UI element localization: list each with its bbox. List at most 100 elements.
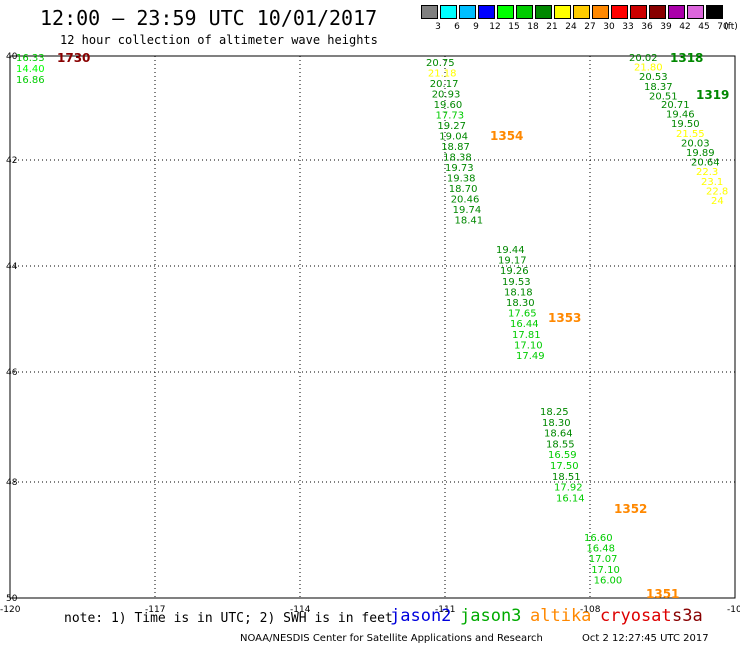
- x-tick-label: -120: [0, 605, 21, 615]
- swh-value-label: 17.07: [589, 554, 618, 565]
- swh-value-label: 18.18: [504, 287, 533, 298]
- legend-label: 9: [473, 22, 479, 32]
- map-subtitle: 12 hour collection of altimeter wave hei…: [60, 33, 378, 47]
- swh-value-label: 19.53: [502, 277, 531, 288]
- legend-label: 45: [698, 22, 710, 32]
- swh-value-label: 20.71: [661, 100, 690, 111]
- swh-value-label: 19.04: [439, 132, 468, 143]
- pass-time-label: 1354: [490, 129, 523, 143]
- swh-value-label: 18.41: [455, 216, 484, 227]
- mission-altika: altika: [530, 606, 592, 626]
- legend-swatch: [478, 5, 495, 19]
- legend-unit: (ft): [724, 22, 738, 32]
- legend-label: 24: [565, 22, 577, 32]
- swh-value-label: 19.74: [453, 205, 482, 216]
- legend-swatch: [687, 5, 704, 19]
- swh-value-label: 16.33: [16, 53, 45, 64]
- swh-value-label: 20.46: [451, 195, 480, 206]
- swh-value-label: 21.80: [634, 63, 663, 74]
- swh-value-label: 18.30: [542, 418, 571, 429]
- map-title: 12:00 — 23:59 UTC 10/01/2017: [40, 6, 378, 30]
- swh-value-label: 17.49: [516, 351, 545, 362]
- legend-swatch: [649, 5, 666, 19]
- swh-value-label: 19.60: [434, 100, 463, 111]
- swh-value-label: 19.46: [666, 110, 695, 121]
- swh-value-label: 18.38: [443, 153, 472, 164]
- swh-value-label: 21.18: [428, 69, 457, 80]
- swh-value-label: 16.59: [548, 450, 577, 461]
- legend-swatch: [497, 5, 514, 19]
- mission-jason2: jason2: [390, 606, 452, 626]
- satellite-track: 19.4419.1719.2619.5318.1818.3017.6516.44…: [496, 245, 581, 362]
- swh-value-label: 18.87: [441, 142, 470, 153]
- swh-value-label: 20.93: [432, 90, 461, 101]
- x-tick-label: -105: [727, 605, 740, 615]
- pass-time-label: 1351: [646, 587, 679, 601]
- swh-value-label: 18.25: [540, 407, 569, 418]
- swh-value-label: 18.55: [546, 439, 575, 450]
- swh-value-label: 18.70: [449, 184, 478, 195]
- pass-time-label: 1318: [670, 51, 703, 65]
- swh-value-label: 16.00: [594, 575, 623, 586]
- swh-value-label: 16.86: [16, 75, 45, 86]
- swh-value-label: 18.51: [552, 472, 581, 483]
- swh-value-label: 17.10: [514, 340, 543, 351]
- y-tick-label: 40: [6, 52, 18, 62]
- legend-label: 6: [454, 22, 460, 32]
- legend-label: 30: [603, 22, 615, 32]
- swh-value-label: 16.44: [510, 319, 539, 330]
- legend-label: 27: [584, 22, 596, 32]
- x-tick-label: -114: [290, 605, 311, 615]
- mission-cryosat: cryosat: [600, 606, 672, 626]
- legend-label: 36: [641, 22, 653, 32]
- x-tick-label: -111: [435, 605, 455, 615]
- legend-swatch: [611, 5, 628, 19]
- pass-time-label: 1353: [548, 311, 581, 325]
- swh-value-label: 18.30: [506, 298, 535, 309]
- swh-value-label: 20.17: [430, 79, 459, 90]
- y-tick-label: 50: [6, 594, 18, 604]
- pass-time-label: 1319: [696, 88, 729, 102]
- swh-value-label: 24: [711, 196, 724, 207]
- swh-value-label: 20.75: [426, 58, 455, 69]
- legend-label: 21: [546, 22, 558, 32]
- legend-label: 42: [679, 22, 691, 32]
- swh-value-label: 17.10: [591, 565, 620, 576]
- satellite-track: 20.7521.1820.1720.9319.6017.7319.2719.04…: [426, 58, 523, 227]
- legend-label: 12: [489, 22, 501, 32]
- legend-label: 18: [527, 22, 539, 32]
- swh-value-label: 20.02: [629, 53, 658, 64]
- legend-label: 3: [435, 22, 441, 32]
- satellite-track: 18.2518.3018.6418.5516.5917.5018.5117.92…: [540, 407, 647, 516]
- footer-credit: NOAA/NESDIS Center for Satellite Applica…: [240, 633, 543, 644]
- footer-timestamp: Oct 2 12:27:45 UTC 2017: [582, 633, 709, 644]
- y-tick-label: 42: [6, 156, 17, 166]
- swh-value-label: 20.64: [691, 158, 720, 169]
- legend-swatch: [516, 5, 533, 19]
- legend-swatch: [573, 5, 590, 19]
- swh-value-label: 19.50: [671, 119, 700, 130]
- x-tick-label: -108: [580, 605, 601, 615]
- swh-value-label: 16.60: [584, 533, 613, 544]
- swh-value-label: 18.64: [544, 429, 573, 440]
- swh-value-label: 16.14: [556, 493, 585, 504]
- note-text: note: 1) Time is in UTC; 2) SWH is in fe…: [64, 611, 393, 626]
- y-tick-label: 44: [6, 262, 18, 272]
- pass-time-label: 1730: [57, 51, 90, 65]
- legend-swatch: [554, 5, 571, 19]
- legend-swatch: [592, 5, 609, 19]
- swh-value-label: 19.27: [437, 121, 466, 132]
- legend-swatch: [535, 5, 552, 19]
- swh-value-label: 18.37: [644, 82, 673, 93]
- legend-label: 70: [717, 22, 729, 32]
- legend-label: 33: [622, 22, 634, 32]
- x-tick-label: -117: [145, 605, 165, 615]
- swh-value-label: 17.73: [436, 111, 465, 122]
- swh-value-label: 21.55: [676, 129, 705, 140]
- swh-value-label: 19.26: [500, 266, 529, 277]
- swh-value-label: 17.81: [512, 330, 541, 341]
- legend-swatch: [668, 5, 685, 19]
- swh-value-label: 23.1: [701, 177, 723, 188]
